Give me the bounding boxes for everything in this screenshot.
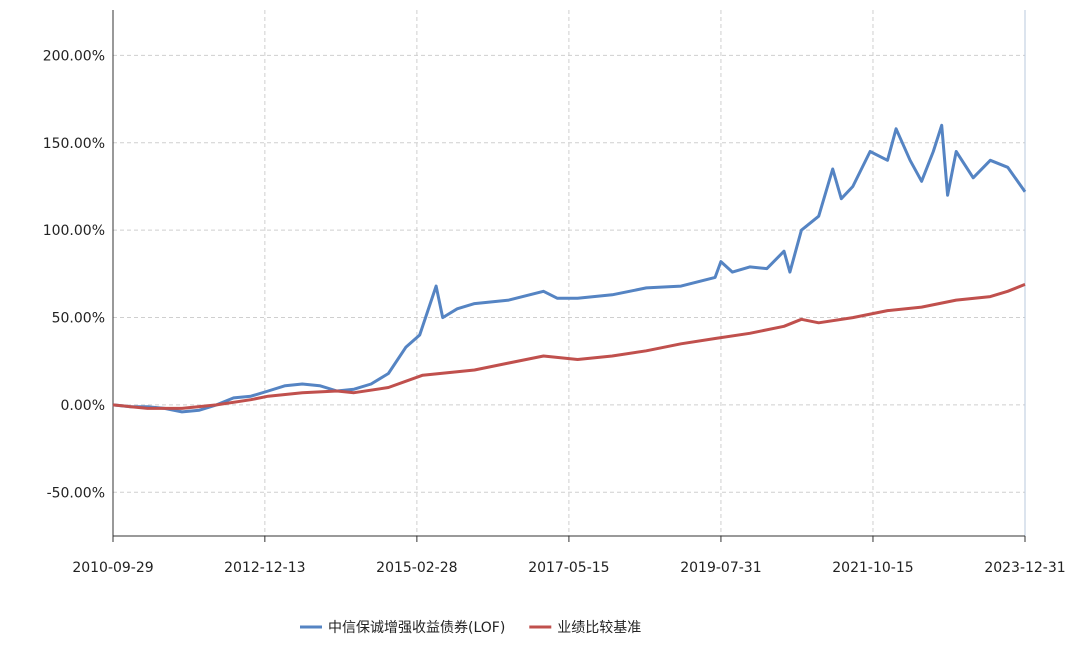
legend-label: 中信保诚增强收益债券(LOF) (328, 620, 505, 636)
y-tick-label: -50.00% (47, 485, 105, 501)
series-line (112, 283, 1026, 410)
series-line (112, 123, 1027, 414)
y-tick-label: 0.00% (61, 398, 105, 414)
x-tick-label: 2023-12-31 (984, 560, 1065, 576)
y-tick-label: 100.00% (43, 223, 105, 239)
y-tick-label: 150.00% (43, 136, 105, 152)
x-tick-label: 2015-02-28 (376, 560, 457, 576)
x-tick-label: 2021-10-15 (832, 560, 913, 576)
x-tick-label: 2012-12-13 (224, 560, 305, 576)
x-tick-label: 2017-05-15 (528, 560, 609, 576)
x-tick-label: 2019-07-31 (680, 560, 761, 576)
legend-label: 业绩比较基准 (557, 619, 641, 636)
x-tick-label: 2010-09-29 (72, 560, 153, 576)
y-tick-label: 50.00% (52, 311, 105, 327)
y-tick-label: 200.00% (43, 48, 105, 64)
